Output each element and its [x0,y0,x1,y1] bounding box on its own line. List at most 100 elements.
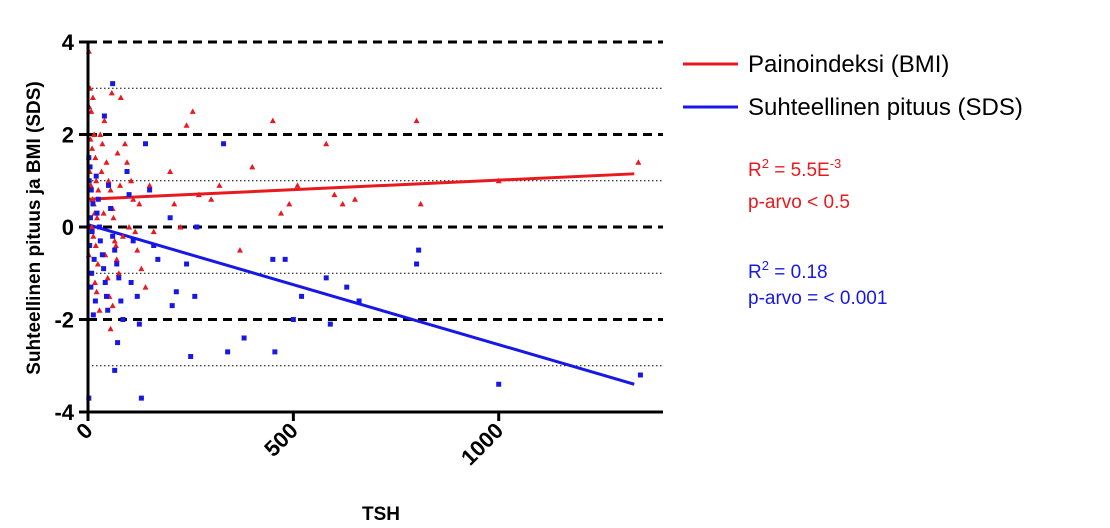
data-point-sds [225,349,231,355]
data-point-sds [97,238,103,244]
data-point-bmi [150,228,157,235]
data-point-sds [184,261,190,267]
data-point-bmi [177,224,184,230]
data-point-bmi [88,108,95,114]
data-point-sds [88,284,94,290]
data-point-bmi [208,196,215,202]
data-point-sds [105,307,111,313]
data-point-bmi [167,168,174,174]
data-point-sds [151,243,157,248]
data-point-bmi [90,233,97,239]
data-point-sds [97,224,102,230]
annotation-p-sds: p-arvo = < 0.001 [748,288,887,309]
annotation-p-bmi: p-arvo < 0.5 [748,192,850,213]
data-point-sds [110,81,116,87]
data-point-bmi [103,159,110,165]
data-point-sds [143,141,148,147]
data-point-bmi [286,200,293,207]
data-point-bmi [94,214,101,221]
data-point-bmi [269,117,276,124]
data-point-sds [93,173,99,179]
data-point-bmi [95,187,102,193]
data-point-bmi [99,140,106,147]
data-point-bmi [183,122,190,128]
data-point-sds [134,293,140,299]
data-point-bmi [110,214,117,221]
data-point-sds [95,196,101,202]
data-point-bmi [105,177,112,184]
x-tick-label: 0 [71,418,97,444]
y-tick-label: 2 [62,123,74,148]
data-point-bmi [100,210,107,216]
data-point-sds [344,284,350,290]
data-point-bmi [91,131,98,137]
data-point-bmi [132,228,139,235]
data-point-bmi [96,307,103,313]
data-point-bmi [108,89,115,96]
data-point-sds [414,261,420,267]
data-point-bmi [128,177,135,184]
data-point-sds [496,381,502,387]
data-point-sds [110,233,116,239]
data-point-bmi [98,168,105,174]
data-point-sds [637,372,643,378]
data-points [85,48,643,401]
data-point-sds [128,280,134,285]
data-point-sds [270,256,276,262]
regression-lines [87,172,635,386]
data-point-sds [87,243,93,248]
data-point-bmi [124,159,131,165]
data-point-bmi [134,247,141,253]
data-point-bmi [495,177,502,184]
data-point-bmi [142,284,149,290]
axis-ticks: -4 -2 0 2 4 0 500 1000 [54,30,508,470]
data-point-sds [130,238,136,244]
data-point-bmi [130,196,137,202]
data-point-bmi [112,242,119,248]
data-point-bmi [236,247,243,253]
data-point-bmi [93,177,100,184]
data-point-sds [88,187,94,193]
data-point-bmi [331,191,338,198]
data-point-sds [89,229,95,235]
data-point-bmi [195,191,202,198]
x-tick-label: 500 [259,418,303,462]
data-point-bmi [94,261,101,267]
data-point-bmi [249,163,256,170]
data-point-bmi [339,200,346,207]
y-tick-label: -4 [54,400,74,425]
data-point-bmi [126,224,133,230]
data-point-bmi [88,224,95,230]
data-point-sds [116,275,122,281]
data-point-bmi [323,140,330,147]
data-point-sds [118,298,124,304]
data-point-sds [87,215,93,221]
data-point-bmi [117,182,124,188]
data-point-sds [194,224,200,230]
data-point-bmi [107,187,114,193]
legend-item-sds: Suhteellinen pituus (SDS) [683,94,1023,121]
data-point-sds [221,141,227,147]
data-point-sds [101,266,107,272]
data-point-bmi [417,200,424,207]
data-point-sds [112,367,118,373]
data-point-bmi [107,325,114,332]
data-point-bmi [635,159,642,165]
regression-line-sds [87,223,635,386]
data-point-sds [290,317,296,322]
data-point-sds [147,187,153,193]
data-point-sds [169,303,175,309]
data-point-bmi [114,150,121,156]
data-point-bmi [189,108,196,114]
data-point-sds [323,275,329,281]
data-point-sds [136,321,142,327]
data-point-bmi [109,302,116,309]
data-point-bmi [146,182,153,188]
grid-lines [88,40,663,414]
data-point-bmi [121,140,128,147]
data-point-bmi [117,94,124,100]
data-point-bmi [115,270,122,276]
data-point-bmi [278,210,285,216]
data-point-sds [124,169,130,174]
data-point-bmi [92,242,99,248]
